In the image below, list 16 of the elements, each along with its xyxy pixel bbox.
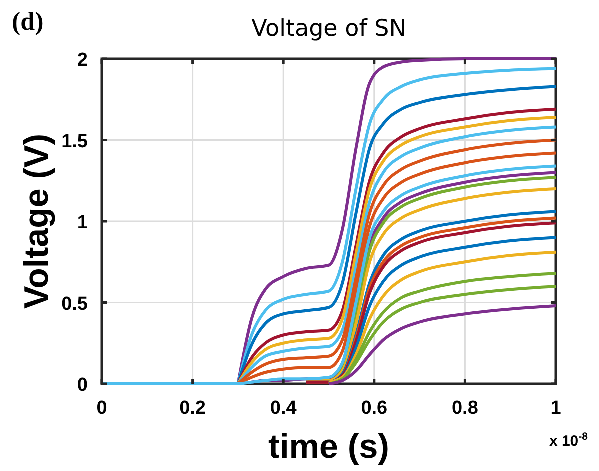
text: (d) bbox=[12, 7, 44, 36]
x-axis-title: time (s) bbox=[268, 428, 390, 466]
x-tick-label: 0.8 bbox=[452, 398, 478, 419]
y-tick-label: 0 bbox=[77, 375, 88, 396]
y-tick-label: 0.5 bbox=[62, 294, 88, 315]
x-tick-label: 0.2 bbox=[180, 398, 206, 419]
y-tick-label: 1.5 bbox=[62, 131, 88, 152]
chart-title: Voltage of SN bbox=[252, 16, 406, 42]
x-tick-label: 0.6 bbox=[361, 398, 388, 419]
x-tick-label: 1 bbox=[550, 398, 562, 419]
y-axis-title: Voltage (V) bbox=[18, 134, 56, 310]
y-tick-label: 1 bbox=[77, 212, 88, 234]
x-tick-label: 0 bbox=[96, 398, 108, 419]
x-tick-label: 0.4 bbox=[270, 398, 298, 419]
text: x 10$^{-8}$ bbox=[549, 431, 588, 450]
y-tick-label: 2 bbox=[77, 50, 88, 71]
